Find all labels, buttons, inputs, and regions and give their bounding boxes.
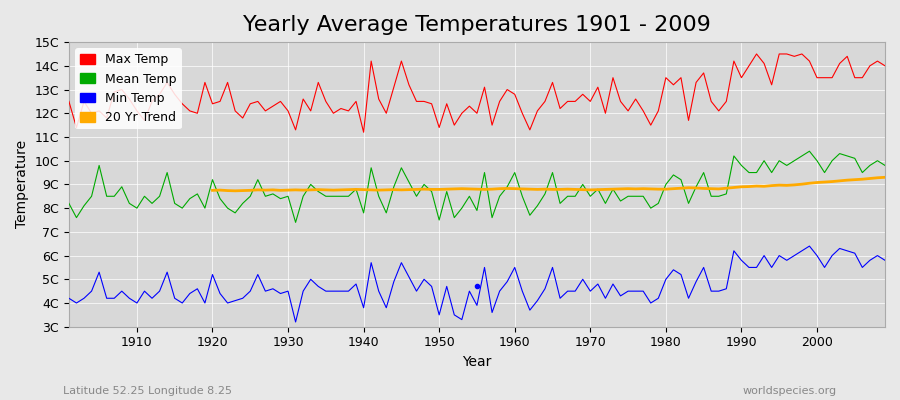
Title: Yearly Average Temperatures 1901 - 2009: Yearly Average Temperatures 1901 - 2009 — [243, 15, 711, 35]
Text: Latitude 52.25 Longitude 8.25: Latitude 52.25 Longitude 8.25 — [63, 386, 232, 396]
X-axis label: Year: Year — [463, 355, 491, 369]
Text: worldspecies.org: worldspecies.org — [742, 386, 837, 396]
Y-axis label: Temperature: Temperature — [15, 140, 29, 228]
Legend: Max Temp, Mean Temp, Min Temp, 20 Yr Trend: Max Temp, Mean Temp, Min Temp, 20 Yr Tre… — [76, 48, 182, 129]
